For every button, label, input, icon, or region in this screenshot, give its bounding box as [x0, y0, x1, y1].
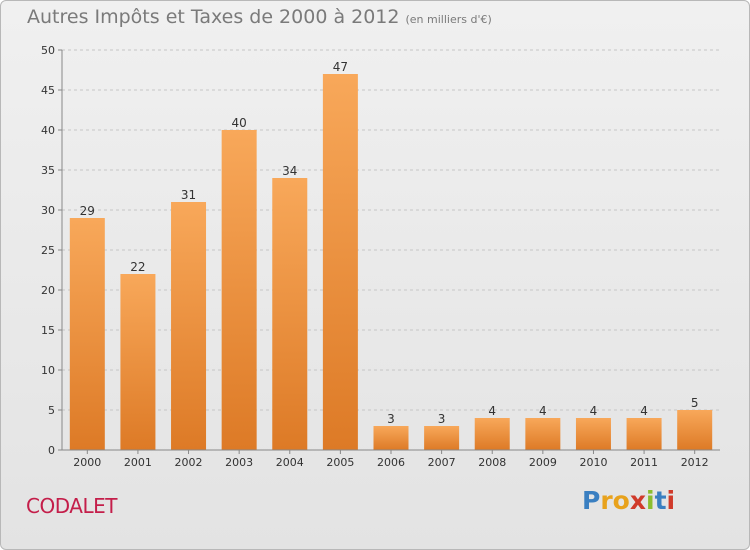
- data-label-2000: 29: [80, 204, 95, 218]
- y-tick-label: 40: [41, 124, 55, 137]
- x-tick-label-2005: 2005: [326, 456, 354, 469]
- data-label-2006: 3: [387, 412, 395, 426]
- logo-letter: i: [646, 486, 655, 515]
- data-label-2010: 4: [590, 404, 598, 418]
- bar-2005: [322, 74, 358, 450]
- data-label-2002: 31: [181, 188, 196, 202]
- data-label-2004: 34: [282, 164, 297, 178]
- y-tick-label: 25: [41, 244, 55, 257]
- data-label-2011: 4: [640, 404, 648, 418]
- bar-2010: [575, 418, 611, 450]
- bar-2000: [69, 218, 105, 450]
- x-tick-label-2000: 2000: [73, 456, 101, 469]
- x-tick-label-2001: 2001: [124, 456, 152, 469]
- logo-letter: P: [582, 486, 601, 515]
- data-label-2007: 3: [438, 412, 446, 426]
- bar-2008: [474, 418, 510, 450]
- x-tick-label-2011: 2011: [630, 456, 658, 469]
- chart-title: Autres Impôts et Taxes de 2000 à 2012 (en…: [27, 6, 492, 28]
- x-tick-label-2008: 2008: [478, 456, 506, 469]
- data-label-2005: 47: [333, 60, 348, 74]
- y-tick-label: 10: [41, 364, 55, 377]
- bar-2001: [120, 274, 156, 450]
- x-tick-label-2004: 2004: [276, 456, 304, 469]
- data-label-2003: 40: [232, 116, 247, 130]
- bar-2012: [677, 410, 713, 450]
- x-tick-label-2006: 2006: [377, 456, 405, 469]
- bar-2007: [424, 426, 460, 450]
- data-label-2008: 4: [488, 404, 496, 418]
- y-tick-label: 20: [41, 284, 55, 297]
- commune-name: CODALET: [26, 494, 117, 518]
- x-tick-label-2009: 2009: [529, 456, 557, 469]
- data-label-2009: 4: [539, 404, 547, 418]
- y-tick-label: 30: [41, 204, 55, 217]
- bar-2003: [221, 130, 257, 450]
- bar-2011: [626, 418, 662, 450]
- logo-letter: t: [654, 486, 667, 515]
- grid-lines: [62, 49, 720, 451]
- logo-letter: x: [629, 486, 646, 515]
- logo-letter: r: [600, 486, 613, 515]
- x-tick-label-2012: 2012: [681, 456, 709, 469]
- y-tick-label: 5: [48, 404, 55, 417]
- bar-2004: [272, 178, 308, 450]
- x-tick-label-2007: 2007: [428, 456, 456, 469]
- y-tick-label: 0: [48, 444, 55, 457]
- data-label-2012: 5: [691, 396, 699, 410]
- chart-subtitle: (en milliers d'€): [405, 13, 492, 26]
- y-tick-label: 15: [41, 324, 55, 337]
- proxiti-logo: Proxiti: [582, 486, 675, 515]
- bar-2002: [171, 202, 207, 450]
- y-tick-label: 35: [41, 164, 55, 177]
- bar-2009: [525, 418, 561, 450]
- x-tick-label-2003: 2003: [225, 456, 253, 469]
- x-tick-label-2010: 2010: [579, 456, 607, 469]
- logo-letter: o: [612, 486, 630, 515]
- y-tick-label: 45: [41, 84, 55, 97]
- data-label-2001: 22: [130, 260, 145, 274]
- bar-2006: [373, 426, 409, 450]
- x-tick-label-2002: 2002: [175, 456, 203, 469]
- title-text: Autres Impôts et Taxes de 2000 à 2012: [27, 6, 400, 28]
- y-tick-label: 50: [41, 44, 55, 57]
- logo-letter: i: [666, 486, 676, 515]
